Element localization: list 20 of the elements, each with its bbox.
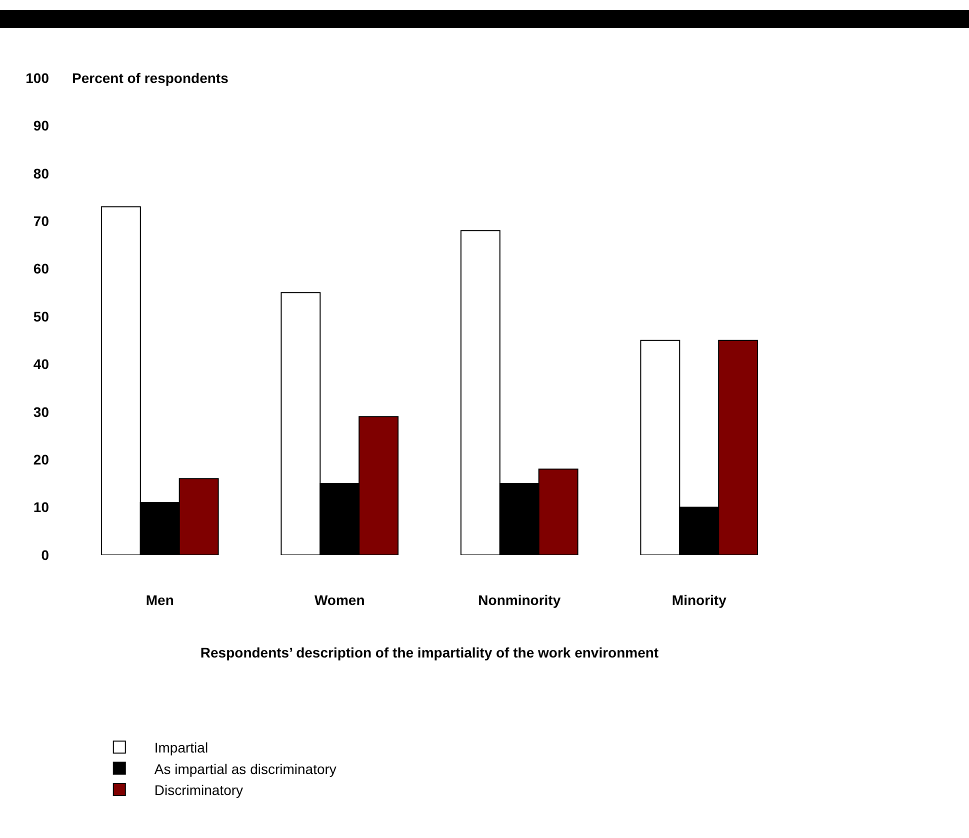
y-tick-label: 10 [33, 499, 50, 516]
x-axis-title: Respondents’ description of the impartiality of the work environment [200, 644, 659, 660]
y-tick-label: 60 [33, 260, 50, 277]
legend-label: As impartial as discriminatory [154, 760, 336, 777]
legend-label: Impartial [154, 740, 208, 756]
y-tick-label: 20 [33, 452, 50, 468]
x-tick-label: Women [314, 592, 365, 608]
y-tick-label: 50 [33, 308, 50, 324]
x-tick-label: Minority [672, 592, 727, 608]
y-axis-title: Percent of respondents [72, 70, 229, 86]
y-tick-label: 30 [33, 404, 50, 420]
y-tick-label: 80 [33, 165, 50, 182]
y-tick-label: 90 [33, 118, 50, 134]
y-tick-label: 100 [26, 70, 50, 86]
legend-label: Discriminatory [154, 782, 244, 798]
y-tick-label: 40 [33, 356, 50, 372]
y-tick-label: 0 [41, 546, 50, 563]
y-tick-label: 70 [33, 213, 50, 229]
x-tick-label: Men [146, 592, 174, 608]
x-tick-label: Nonminority [478, 592, 561, 608]
